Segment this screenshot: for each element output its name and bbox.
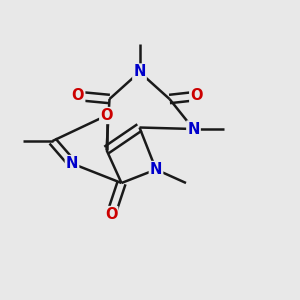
Text: N: N (187, 122, 200, 136)
Text: O: O (190, 88, 203, 104)
Text: O: O (105, 207, 117, 222)
Text: N: N (66, 156, 78, 171)
Text: O: O (100, 108, 113, 123)
Text: O: O (72, 88, 84, 104)
Text: N: N (133, 64, 146, 80)
Text: N: N (150, 162, 162, 177)
